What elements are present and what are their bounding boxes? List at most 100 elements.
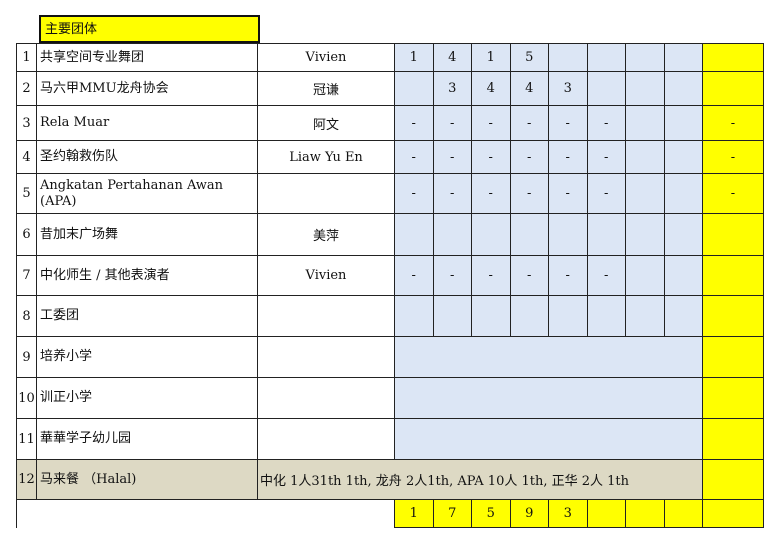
day-cell[interactable]: 1	[394, 43, 434, 72]
row-number[interactable]: 2	[16, 71, 37, 106]
day-cell[interactable]	[586, 71, 626, 106]
group-name-cell[interactable]: 马来餐 （Halal)	[36, 459, 258, 500]
group-name-cell[interactable]: 昔加末广场舞	[36, 213, 258, 256]
day-cell[interactable]	[586, 295, 626, 337]
row-number[interactable]: 11	[16, 418, 37, 460]
day-cell[interactable]	[548, 295, 588, 337]
grand-total-cell[interactable]	[702, 499, 764, 528]
day-cell[interactable]: -	[509, 255, 549, 296]
day-cell[interactable]	[394, 295, 434, 337]
day-total-cell[interactable]: 9	[509, 499, 549, 528]
day-cell[interactable]: -	[586, 140, 626, 174]
total-cell[interactable]: -	[702, 105, 764, 141]
day-total-cell[interactable]	[625, 499, 665, 528]
contact-cell[interactable]	[257, 173, 395, 214]
day-cell[interactable]: -	[394, 140, 434, 174]
merged-day-cell[interactable]	[394, 418, 703, 460]
contact-cell[interactable]: Liaw Yu En	[257, 140, 395, 174]
day-cell[interactable]: -	[432, 173, 472, 214]
row-number[interactable]: 5	[16, 173, 37, 214]
contact-cell[interactable]	[257, 377, 395, 419]
row-number[interactable]: 8	[16, 295, 37, 337]
day-cell[interactable]	[548, 43, 588, 72]
contact-cell[interactable]	[257, 418, 395, 460]
day-cell[interactable]: 5	[509, 43, 549, 72]
day-cell[interactable]: -	[471, 140, 511, 174]
group-name-cell[interactable]: Angkatan Pertahanan Awan (APA)	[36, 173, 258, 214]
day-cell[interactable]	[663, 71, 703, 106]
day-cell[interactable]	[432, 295, 472, 337]
total-cell[interactable]	[702, 459, 764, 500]
day-cell[interactable]: -	[432, 140, 472, 174]
total-cell[interactable]	[702, 295, 764, 337]
contact-cell[interactable]	[257, 295, 395, 337]
day-cell[interactable]: -	[471, 105, 511, 141]
row-number[interactable]: 9	[16, 336, 37, 378]
day-cell[interactable]	[663, 105, 703, 141]
day-total-cell[interactable]	[586, 499, 626, 528]
day-cell[interactable]	[625, 140, 665, 174]
day-total-cell[interactable]	[663, 499, 703, 528]
contact-cell[interactable]: Vivien	[257, 43, 395, 72]
day-cell[interactable]	[663, 140, 703, 174]
day-cell[interactable]	[625, 105, 665, 141]
group-name-cell[interactable]: 工委团	[36, 295, 258, 337]
day-cell[interactable]	[663, 295, 703, 337]
row-number[interactable]: 1	[16, 43, 37, 72]
contact-cell[interactable]	[257, 336, 395, 378]
contact-cell[interactable]: Vivien	[257, 255, 395, 296]
day-cell[interactable]	[509, 213, 549, 256]
day-cell[interactable]: 3	[548, 71, 588, 106]
day-cell[interactable]	[625, 295, 665, 337]
total-cell[interactable]: -	[702, 173, 764, 214]
day-total-cell[interactable]: 7	[432, 499, 472, 528]
day-cell[interactable]: -	[509, 140, 549, 174]
day-cell[interactable]	[509, 295, 549, 337]
row-number[interactable]: 12	[16, 459, 37, 500]
total-cell[interactable]	[702, 255, 764, 296]
day-cell[interactable]: -	[471, 173, 511, 214]
day-cell[interactable]: -	[586, 255, 626, 296]
day-cell[interactable]	[394, 71, 434, 106]
note-cell[interactable]: 中化 1人31th 1th, 龙舟 2人1th, APA 10人 1th, 正华…	[257, 459, 703, 500]
day-cell[interactable]: 4	[509, 71, 549, 106]
day-cell[interactable]: -	[432, 255, 472, 296]
contact-cell[interactable]: 冠谦	[257, 71, 395, 106]
group-name-cell[interactable]: 马六甲MMU龙舟协会	[36, 71, 258, 106]
day-cell[interactable]: -	[548, 105, 588, 141]
group-name-cell[interactable]: 中化师生 / 其他表演者	[36, 255, 258, 296]
row-number[interactable]: 6	[16, 213, 37, 256]
day-cell[interactable]: 1	[471, 43, 511, 72]
day-cell[interactable]: -	[471, 255, 511, 296]
row-number[interactable]: 3	[16, 105, 37, 141]
day-total-cell[interactable]: 1	[394, 499, 434, 528]
day-cell[interactable]	[586, 213, 626, 256]
day-cell[interactable]	[548, 213, 588, 256]
total-cell[interactable]	[702, 213, 764, 256]
day-cell[interactable]: -	[509, 173, 549, 214]
day-cell[interactable]	[663, 255, 703, 296]
day-cell[interactable]: -	[394, 105, 434, 141]
group-name-cell[interactable]: 圣约翰救伤队	[36, 140, 258, 174]
day-cell[interactable]	[625, 71, 665, 106]
day-cell[interactable]	[625, 255, 665, 296]
day-cell[interactable]: -	[548, 173, 588, 214]
total-cell[interactable]	[702, 336, 764, 378]
day-cell[interactable]: -	[394, 173, 434, 214]
day-cell[interactable]: 4	[471, 71, 511, 106]
day-cell[interactable]: -	[586, 173, 626, 214]
total-cell[interactable]	[702, 418, 764, 460]
group-name-cell[interactable]: 共享空间专业舞团	[36, 43, 258, 72]
row-number[interactable]: 7	[16, 255, 37, 296]
row-number[interactable]: 10	[16, 377, 37, 419]
total-cell[interactable]	[702, 71, 764, 106]
group-name-cell[interactable]: 训正小学	[36, 377, 258, 419]
day-cell[interactable]	[432, 213, 472, 256]
day-cell[interactable]: -	[509, 105, 549, 141]
merged-day-cell[interactable]	[394, 336, 703, 378]
day-total-cell[interactable]: 5	[471, 499, 511, 528]
day-cell[interactable]	[471, 295, 511, 337]
day-cell[interactable]	[663, 173, 703, 214]
total-cell[interactable]	[702, 43, 764, 72]
day-cell[interactable]: -	[394, 255, 434, 296]
